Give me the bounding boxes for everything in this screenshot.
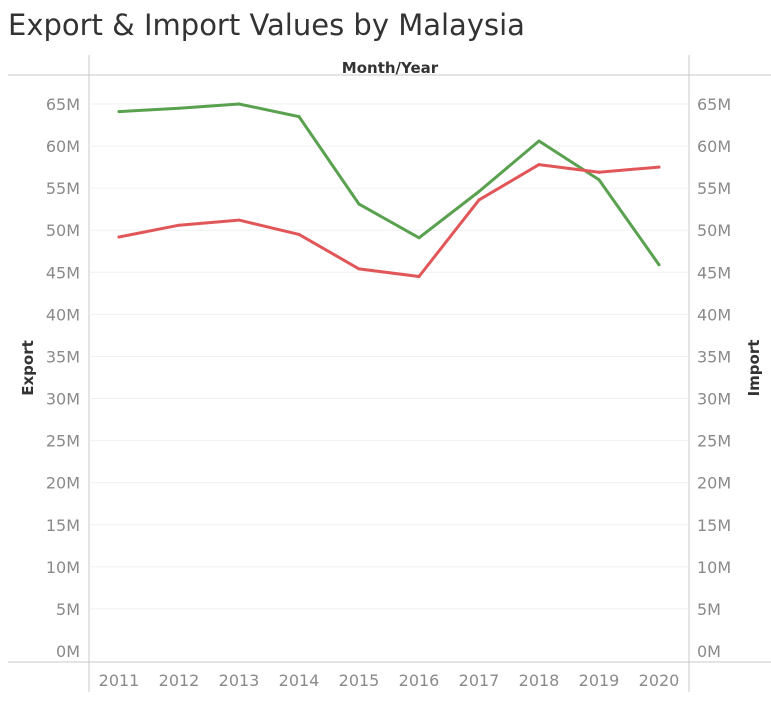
y-tick-label-right: 35M xyxy=(697,347,731,366)
y-tick-label-left: 35M xyxy=(46,347,80,366)
y-tick-label-left: 0M xyxy=(56,642,80,661)
y-tick-label-left: 30M xyxy=(46,390,80,409)
x-tick-label: 2020 xyxy=(639,671,680,690)
import-point xyxy=(357,267,361,271)
y-tick-label-right: 25M xyxy=(697,432,731,451)
y-tick-label-left: 55M xyxy=(46,179,80,198)
import-point xyxy=(297,232,301,236)
gridlines xyxy=(89,103,689,610)
export-point xyxy=(537,139,541,143)
x-tick-label: 2017 xyxy=(459,671,500,690)
import-point xyxy=(537,163,541,167)
y-tick-label-left: 20M xyxy=(46,474,80,493)
import-point xyxy=(417,275,421,278)
y-tick-label-right: 15M xyxy=(697,516,731,535)
y-tick-label-left: 15M xyxy=(46,516,80,535)
export-point xyxy=(237,102,241,106)
export-point xyxy=(657,263,661,267)
y-tick-label-right: 45M xyxy=(697,263,731,282)
y-tick-label-right: 20M xyxy=(697,474,731,493)
export-point xyxy=(477,190,481,193)
y-tick-label-right: 50M xyxy=(697,221,731,240)
import-point xyxy=(177,223,181,227)
x-tick-label: 2015 xyxy=(339,671,380,690)
x-tick-label: 2011 xyxy=(99,671,140,690)
x-tick-label: 2012 xyxy=(159,671,200,690)
y-tick-label-right: 60M xyxy=(697,137,731,156)
x-tick-label: 2018 xyxy=(519,671,560,690)
right-axis-ticks: 0M 5M 10M 15M 20M 25M 30M 35M 40M 45M 50M 55M 60M 65M xyxy=(697,95,731,661)
y-tick-label-right: 30M xyxy=(697,390,731,409)
y-tick-label-left: 65M xyxy=(46,95,80,114)
y-tick-label-right: 55M xyxy=(697,179,731,198)
export-line xyxy=(117,102,661,267)
y-tick-label-right: 0M xyxy=(697,642,721,661)
import-point xyxy=(597,170,601,174)
chart-frame xyxy=(8,55,771,692)
export-point xyxy=(177,106,181,110)
y-tick-label-left: 10M xyxy=(46,558,80,577)
import-point xyxy=(117,235,121,239)
y-tick-label-right: 65M xyxy=(697,95,731,114)
export-point xyxy=(297,115,301,119)
x-tick-label: 2014 xyxy=(279,671,320,690)
y-tick-label-right: 5M xyxy=(697,600,721,619)
x-axis-ticks: 2011 2012 2013 2014 2015 2016 2017 2018 2019 2020 xyxy=(99,671,680,690)
y-tick-label-left: 60M xyxy=(46,137,80,156)
export-point xyxy=(117,110,121,114)
y-tick-label-left: 40M xyxy=(46,305,80,324)
export-point xyxy=(417,236,421,240)
x-tick-label: 2013 xyxy=(219,671,260,690)
chart-title: Export & Import Values by Malaysia xyxy=(8,8,525,42)
import-point xyxy=(477,198,481,202)
import-line xyxy=(117,163,661,278)
y-axis-left-label: Export xyxy=(19,340,37,396)
import-point xyxy=(237,218,241,222)
series-lines xyxy=(117,102,661,278)
export-point xyxy=(597,178,601,182)
y-axis-right-label: Import xyxy=(745,340,763,397)
x-tick-label: 2019 xyxy=(579,671,620,690)
y-tick-label-right: 40M xyxy=(697,305,731,324)
import-point xyxy=(657,165,661,169)
export-point xyxy=(357,202,361,206)
y-tick-label-left: 50M xyxy=(46,221,80,240)
x-tick-label: 2016 xyxy=(399,671,440,690)
column-header: Month/Year xyxy=(342,59,439,77)
left-axis-ticks: 0M 5M 10M 15M 20M 25M 30M 35M 40M 45M 50M 55M 60M 65M xyxy=(46,95,80,661)
y-tick-label-left: 45M xyxy=(46,263,80,282)
y-tick-label-right: 10M xyxy=(697,558,731,577)
y-tick-label-left: 25M xyxy=(46,432,80,451)
y-tick-label-left: 5M xyxy=(56,600,80,619)
